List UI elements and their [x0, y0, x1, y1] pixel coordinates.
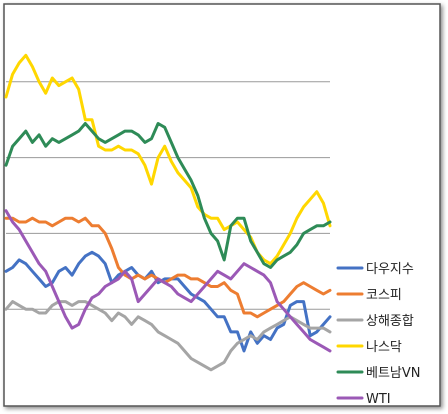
series-line-4 — [4, 122, 332, 269]
chart-background — [3, 3, 441, 407]
legend-item-0: 다우지수 — [336, 262, 414, 277]
legend-item-2: 상해종합 — [336, 314, 414, 329]
series-line-0 — [4, 250, 332, 353]
series-line-5 — [4, 209, 332, 353]
legend-label: 베트남VN — [366, 366, 421, 381]
legend-label: 나스닥 — [366, 340, 402, 355]
series-lines — [4, 53, 332, 372]
legend-label: 다우지수 — [366, 262, 414, 277]
legend-item-5: WTI — [336, 392, 391, 407]
legend-label: 상해종합 — [366, 314, 414, 329]
gridlines — [6, 81, 330, 310]
series-line-1 — [4, 216, 332, 319]
legend-label: WTI — [366, 392, 391, 407]
legend-item-3: 나스닥 — [336, 340, 402, 355]
series-line-3 — [4, 53, 332, 266]
legend-item-1: 코스피 — [336, 288, 402, 303]
legend-item-4: 베트남VN — [336, 366, 421, 381]
legend-label: 코스피 — [366, 288, 402, 303]
